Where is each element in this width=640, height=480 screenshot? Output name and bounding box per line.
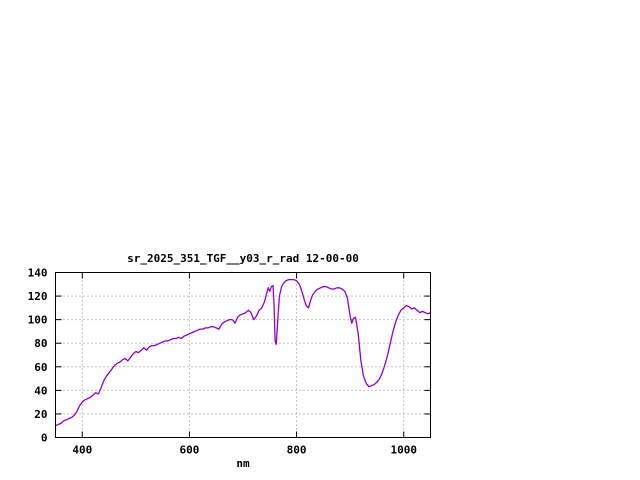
x-tick-label: 600: [179, 444, 199, 457]
plot-layers: 0 20 40 60 80 100 120 140 400 600 800 1000: [28, 267, 432, 457]
y-tick-label: 80: [34, 337, 47, 350]
x-tick-label: 800: [287, 444, 307, 457]
x-tick-label: 400: [72, 444, 92, 457]
x-axis-label: nm: [236, 457, 250, 470]
series-line: [54, 278, 432, 427]
y-tick-label: 0: [41, 432, 48, 445]
chart-title: sr_2025_351_TGF__y03_r_rad 12-00-00: [127, 252, 359, 265]
y-tick-label: 100: [28, 314, 48, 327]
y-tick-label: 120: [28, 290, 48, 303]
y-tick-label: 60: [34, 361, 47, 374]
y-tick-label: 40: [34, 384, 47, 397]
y-tick-label: 20: [34, 408, 47, 421]
x-tick-label: 1000: [390, 444, 417, 457]
plot-border: [55, 272, 431, 438]
y-tick-label: 140: [28, 267, 48, 280]
